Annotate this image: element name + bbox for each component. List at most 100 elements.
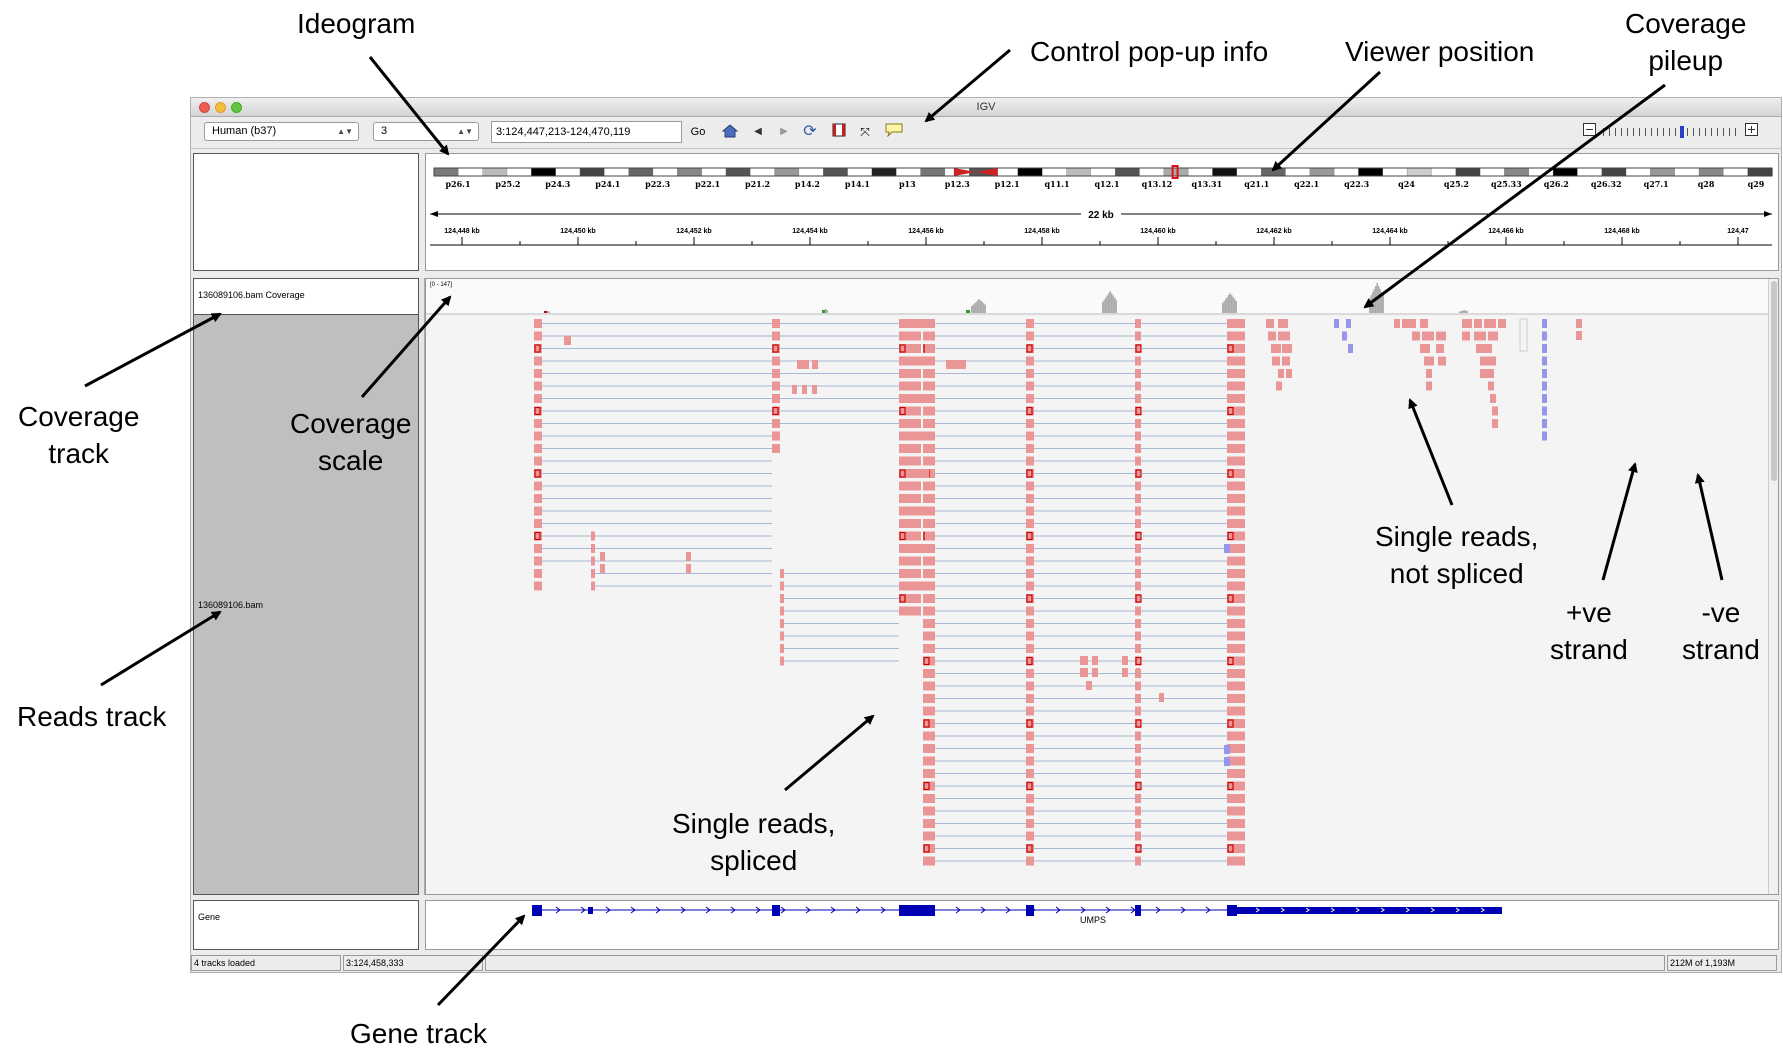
gene-exon [772,905,780,916]
gene-track-name-box[interactable]: Gene [193,900,419,950]
read [921,431,929,441]
coverage-bar [825,309,827,313]
coverage-bar [1369,298,1371,313]
read [1026,681,1034,691]
read [1227,431,1245,441]
strand-arrow-icon [1055,906,1061,914]
gene-exon [1135,905,1141,916]
back-arrow-icon[interactable]: ◀ [754,126,762,137]
read [1227,756,1245,766]
read [1227,481,1245,491]
zoom-slider[interactable] [1600,125,1740,139]
ruler-tick-label: 124,464 kb [1372,228,1407,235]
strand-arrow-icon [1005,906,1011,914]
read [1122,668,1128,677]
callout-line: Coverage [290,408,412,439]
ideogram-band [458,167,484,177]
chromosome-ideogram[interactable]: p26.1 p25.2 p24.3 p24.1 p22.3 p22.1 p21.2 p14.2… [426,154,1780,192]
scrollbar-thumb[interactable] [1771,281,1777,481]
forward-arrow-icon[interactable]: ▶ [780,126,788,137]
ideogram-band [847,167,873,177]
read [921,506,929,516]
callout-viewer-position: Viewer position [1345,36,1535,67]
read [534,544,542,553]
read [1026,656,1034,666]
gene-track-name: Gene [198,912,221,922]
read [534,356,542,366]
read [1227,394,1245,403]
reads-track-name[interactable]: 136089106.bam [198,600,264,610]
read [1135,444,1141,453]
ideogram-band [1042,167,1068,177]
callout-minus-strand: -ve strand [1682,594,1760,668]
chromosome-select[interactable]: 3 ▲▼ [373,122,479,141]
callout-line: +ve [1565,597,1612,628]
ideogram-band-label: p22.3 [645,179,671,189]
coverage-track[interactable] [426,279,1779,315]
read [1159,693,1164,702]
zoom-in-icon[interactable] [1744,123,1758,141]
read [1490,394,1496,403]
vertical-scrollbar[interactable] [1768,279,1778,894]
home-icon[interactable] [721,123,739,141]
read [1227,344,1245,353]
read [1576,319,1582,328]
gene-utr [1237,907,1502,914]
coverage-mismatch [822,310,825,313]
read [923,331,931,341]
coverage-bar [1231,295,1233,313]
read [1282,344,1292,353]
go-button[interactable]: Go [690,126,706,138]
status-tracks-loaded: 4 tracks loaded [191,955,341,971]
read [923,481,931,491]
read [534,319,542,328]
zoom-out-icon[interactable] [1582,123,1596,141]
read [534,569,542,578]
callout-coverage-track: Coverage track [18,398,139,472]
zoom-slider-tick [1705,128,1706,136]
coverage-track-name-box[interactable]: 136089106.bam Coverage [193,278,419,315]
read [1346,319,1351,328]
callout-reads-track: Reads track [17,701,167,732]
minimize-window-button[interactable] [215,102,226,113]
strand-arrow-icon [780,906,786,914]
coverage-bar [1370,295,1372,313]
strand-arrow-icon [555,906,561,914]
locus-input[interactable] [491,121,682,143]
close-window-button[interactable] [199,102,210,113]
reads-track[interactable] [426,315,1779,895]
read [1026,631,1034,641]
ideogram-band-label: q28 [1698,179,1715,189]
coverage-bar [1229,293,1231,313]
read [1480,369,1486,378]
read [1542,331,1547,341]
read [812,385,817,394]
gene-track[interactable] [426,901,1780,949]
callout-line: strand [1682,634,1760,665]
ideogram-band-label: p14.1 [845,179,870,189]
zoom-slider-tick [1621,128,1622,136]
coverage-bar [1223,301,1225,313]
read [923,706,935,716]
region-of-interest-icon[interactable] [831,123,847,141]
genome-select[interactable]: Human (b37) ▲▼ [204,122,359,141]
read [921,319,929,328]
coverage-bar [980,300,982,313]
refresh-icon[interactable]: ⟳ [803,123,817,140]
popup-info-icon[interactable] [884,123,904,141]
read [925,381,933,391]
read [1474,319,1482,328]
read [1135,594,1141,603]
callout-line: Single reads, [1375,521,1539,552]
read [1092,668,1098,677]
strand-arrow-icon [1105,906,1111,914]
read [780,644,784,653]
zoom-window-button[interactable] [231,102,242,113]
read [1135,681,1141,691]
strand-arrow-icon [805,906,811,914]
ideogram-band-label: p13 [899,179,916,189]
resize-icon[interactable]: ⤧ [860,125,870,139]
ideogram-band [1309,167,1335,177]
read [1026,506,1034,516]
status-message [485,955,1665,971]
